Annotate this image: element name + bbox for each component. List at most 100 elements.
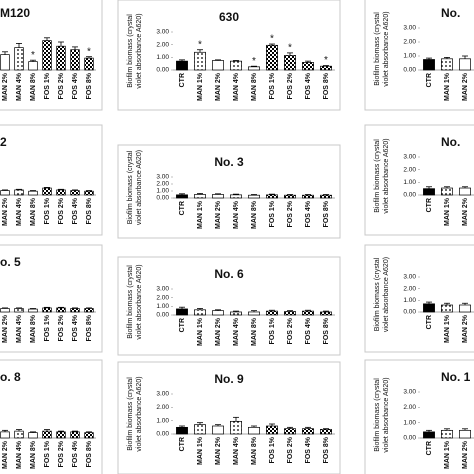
y-tick-label: 3.00 bbox=[403, 274, 416, 281]
y-tick-label: 2.00 bbox=[156, 294, 169, 301]
error-bar bbox=[58, 41, 64, 47]
x-tick-label: MAN 4% bbox=[16, 72, 23, 101]
x-tick-label: MAN 1% bbox=[197, 200, 204, 229]
bar bbox=[176, 308, 188, 316]
panel-frame bbox=[117, 144, 341, 239]
bar bbox=[84, 190, 94, 196]
x-tick-label: FOS 2% bbox=[287, 317, 294, 344]
bar bbox=[320, 428, 332, 435]
panel-title: No. 6 bbox=[214, 267, 244, 281]
bar bbox=[176, 426, 188, 435]
bar bbox=[284, 194, 296, 199]
bar bbox=[176, 194, 188, 199]
panel-title: 2 bbox=[0, 135, 7, 149]
y-axis-label: Biofilm biomass (crystal bbox=[374, 378, 381, 452]
bar bbox=[194, 194, 206, 199]
error-bar bbox=[2, 189, 8, 191]
bar bbox=[441, 58, 453, 71]
y-tick-label: 0.00 bbox=[156, 195, 169, 202]
x-tick-label: MAN 2% bbox=[2, 197, 9, 226]
x-tick-label: FOS 1% bbox=[44, 72, 51, 99]
x-tick-label: MAN 2% bbox=[215, 436, 222, 465]
error-bar bbox=[215, 309, 221, 311]
y-tick-label: 1.00 bbox=[156, 188, 169, 195]
y-tick-label: 1.00 bbox=[403, 53, 416, 60]
x-tick-label: CTR bbox=[426, 198, 433, 212]
y-tick-label: 3.00 bbox=[403, 154, 416, 161]
error-bar bbox=[462, 428, 468, 431]
error-bar bbox=[251, 194, 257, 196]
bar bbox=[14, 47, 24, 71]
y-tick-label: 1.00 bbox=[156, 54, 169, 61]
bar bbox=[70, 190, 80, 196]
x-tick-label: MAN 4% bbox=[233, 436, 240, 465]
x-tick-label: FOS 4% bbox=[72, 314, 79, 341]
bar bbox=[70, 49, 80, 71]
bar bbox=[459, 58, 471, 71]
y-axis-label: Biofilm biomass (crystal bbox=[374, 12, 381, 86]
error-bar bbox=[444, 428, 450, 431]
panel-frame bbox=[364, 359, 474, 474]
bar bbox=[423, 431, 435, 439]
y-axis-label: Biofilm biomass (crystal bbox=[127, 265, 134, 339]
x-tick-label: FOS 8% bbox=[86, 72, 93, 99]
y-tick-label: 1.00 bbox=[403, 419, 416, 426]
x-tick-label: FOS 2% bbox=[58, 197, 65, 224]
bar bbox=[84, 432, 94, 439]
y-tick-label: 3.00 bbox=[156, 29, 169, 36]
error-bar bbox=[30, 190, 36, 192]
panel-frame bbox=[117, 256, 341, 356]
bar bbox=[194, 51, 206, 71]
x-tick-label: FOS 1% bbox=[44, 440, 51, 467]
x-tick-label: MAN 8% bbox=[30, 197, 37, 226]
y-tick-label: 2.00 bbox=[156, 41, 169, 48]
bar bbox=[423, 59, 435, 71]
x-tick-label: FOS 2% bbox=[58, 440, 65, 467]
x-tick-label: MAN 1% bbox=[444, 314, 451, 343]
x-tick-label: FOS 2% bbox=[287, 436, 294, 463]
bar bbox=[248, 311, 260, 316]
x-tick-label: MAN 4% bbox=[233, 317, 240, 346]
x-tick-label: FOS 2% bbox=[287, 200, 294, 227]
x-tick-label: FOS 4% bbox=[72, 72, 79, 99]
bar bbox=[212, 60, 224, 71]
bar bbox=[56, 45, 66, 71]
error-bar bbox=[44, 429, 50, 432]
bar bbox=[28, 432, 38, 439]
bar bbox=[194, 424, 206, 435]
x-tick-label: FOS 1% bbox=[269, 436, 276, 463]
error-bar bbox=[30, 308, 36, 310]
y-tick-label: 2.00 bbox=[156, 181, 169, 188]
x-tick-label: FOS 1% bbox=[44, 197, 51, 224]
error-bar bbox=[179, 193, 185, 195]
error-bar bbox=[16, 188, 22, 190]
x-tick-label: FOS 4% bbox=[305, 436, 312, 463]
error-bar bbox=[215, 193, 221, 195]
panel-title: o. 5 bbox=[0, 255, 21, 269]
error-bar bbox=[58, 306, 64, 308]
x-tick-label: MAN 4% bbox=[233, 72, 240, 101]
bar bbox=[0, 54, 10, 71]
x-tick-label: FOS 4% bbox=[305, 317, 312, 344]
bar bbox=[56, 431, 66, 439]
y-tick-label: 1.00 bbox=[403, 297, 416, 304]
bar bbox=[320, 311, 332, 316]
bar bbox=[284, 428, 296, 435]
x-tick-label: CTR bbox=[426, 73, 433, 87]
bar bbox=[302, 310, 314, 316]
bar bbox=[56, 307, 66, 313]
y-axis-label: Biofilm biomass (crystal bbox=[127, 150, 134, 224]
y-tick-label: 0.00 bbox=[403, 435, 416, 442]
y-tick-label: 1.00 bbox=[156, 417, 169, 424]
y-tick-label: 3.00 bbox=[156, 174, 169, 181]
error-bar bbox=[72, 430, 78, 432]
bar bbox=[14, 308, 24, 313]
bar bbox=[230, 311, 242, 316]
bar bbox=[248, 426, 260, 435]
error-bar bbox=[2, 429, 8, 432]
error-bar bbox=[269, 193, 275, 195]
y-tick-label: 2.00 bbox=[403, 285, 416, 292]
bar bbox=[320, 194, 332, 199]
panel-title: No. 9 bbox=[214, 372, 244, 386]
panel-frame bbox=[0, 124, 103, 236]
